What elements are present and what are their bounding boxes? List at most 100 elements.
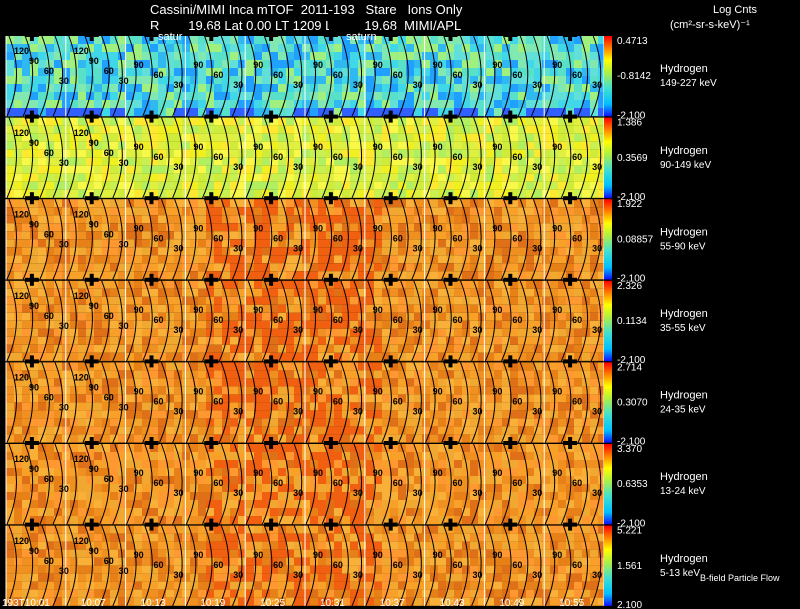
heatmap-cell — [126, 386, 134, 395]
heatmap-cell — [510, 189, 518, 198]
heatmap-cell — [254, 444, 262, 452]
heatmap-cell — [174, 386, 182, 395]
contour-label: 90 — [492, 305, 502, 315]
heatmap-cell — [198, 199, 206, 208]
heatmap-cell — [142, 149, 150, 158]
heatmap-cell — [6, 100, 14, 108]
heatmap-cell — [390, 460, 398, 468]
heatmap-cell — [46, 271, 54, 280]
heatmap-cell — [550, 444, 558, 452]
heatmap-cell — [222, 84, 230, 92]
heatmap-cell — [118, 460, 126, 468]
heatmap-cell — [6, 207, 14, 216]
heatmap-cell — [254, 296, 262, 305]
heatmap-cell — [166, 378, 174, 387]
heatmap-cell — [318, 133, 326, 142]
heatmap-cell — [70, 108, 78, 116]
heatmap-cell — [150, 296, 158, 305]
heatmap-cell — [222, 76, 230, 84]
heatmap-cell — [518, 133, 526, 142]
heatmap-cell — [582, 344, 590, 353]
heatmap-cell — [182, 189, 190, 198]
heatmap-cell — [78, 378, 86, 387]
heatmap-cell — [102, 239, 110, 248]
heatmap-cell — [46, 328, 54, 337]
pixel-marker — [448, 192, 453, 205]
heatmap-cell — [254, 328, 262, 337]
pixel-marker — [388, 355, 393, 368]
heatmap-cell — [518, 394, 526, 403]
heatmap-cell — [590, 181, 598, 190]
heatmap-cell — [46, 100, 54, 108]
heatmap-cell — [502, 199, 510, 208]
heatmap-cell — [590, 76, 598, 84]
heatmap-cell — [326, 255, 334, 264]
heatmap-cell — [206, 468, 214, 476]
heatmap-cell — [158, 207, 166, 216]
heatmap-cell — [238, 199, 246, 208]
heatmap-cell — [478, 149, 486, 158]
heatmap-cell — [518, 100, 526, 108]
colorbar — [604, 117, 612, 198]
heatmap-cell — [166, 231, 174, 240]
heatmap-cell — [206, 92, 214, 100]
heatmap-cell — [574, 418, 582, 427]
heatmap-cell — [310, 394, 318, 403]
heatmap-cell — [534, 263, 542, 272]
heatmap-cell — [46, 296, 54, 305]
heatmap-cell — [382, 199, 390, 208]
heatmap-cell — [254, 370, 262, 379]
heatmap-cell — [374, 344, 382, 353]
heatmap-cell — [46, 108, 54, 116]
heatmap-cell — [198, 125, 206, 134]
heatmap-cell — [302, 460, 310, 468]
heatmap-cell — [278, 76, 286, 84]
heatmap-cell — [502, 108, 510, 116]
heatmap-cell — [478, 76, 486, 84]
heatmap-cell — [302, 100, 310, 108]
heatmap-cell — [438, 247, 446, 256]
heatmap-cell — [350, 76, 358, 84]
heatmap-cell — [38, 92, 46, 100]
heatmap-cell — [278, 312, 286, 321]
heatmap-cell — [126, 378, 134, 387]
heatmap-cell — [262, 378, 270, 387]
heatmap-cell — [174, 76, 182, 84]
heatmap-cell — [462, 280, 470, 289]
heatmap-cell — [534, 468, 542, 476]
heatmap-cell — [150, 320, 158, 329]
heatmap-cell — [102, 117, 110, 126]
heatmap-cell — [438, 271, 446, 280]
heatmap-cell — [86, 231, 94, 240]
heatmap-cell — [78, 239, 86, 248]
heatmap-cell — [118, 199, 126, 208]
heatmap-cell — [598, 460, 604, 468]
heatmap-cell — [118, 247, 126, 256]
heatmap-cell — [182, 255, 190, 264]
heatmap-cell — [118, 410, 126, 419]
heatmap-cell — [590, 304, 598, 313]
heatmap-cell — [350, 36, 358, 44]
heatmap-cell — [422, 304, 430, 313]
heatmap-cell — [126, 394, 134, 403]
pixel-marker — [568, 192, 573, 205]
heatmap-cell — [382, 125, 390, 134]
contour-label: 30 — [413, 243, 423, 253]
heatmap-cell — [102, 434, 110, 443]
heatmap-cell — [526, 460, 534, 468]
heatmap-cell — [254, 68, 262, 76]
heatmap-cell — [326, 76, 334, 84]
heatmap-cell — [430, 149, 438, 158]
heatmap-cell — [390, 92, 398, 100]
contour-label: 60 — [393, 152, 403, 162]
heatmap-cell — [174, 362, 182, 371]
heatmap-cell — [230, 149, 238, 158]
heatmap-cell — [94, 117, 102, 126]
heatmap-cell — [574, 173, 582, 182]
heatmap-cell — [542, 181, 550, 190]
heatmap-cell — [342, 362, 350, 371]
heatmap-cell — [454, 328, 462, 337]
contour-label: 90 — [89, 383, 99, 393]
field-contour — [305, 362, 316, 443]
heatmap-cell — [46, 336, 54, 345]
